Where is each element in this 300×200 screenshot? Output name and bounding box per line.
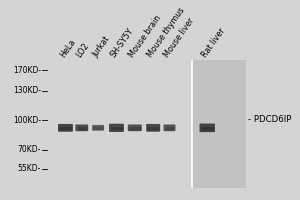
Text: 55KD-: 55KD- [18,164,41,173]
Bar [130,127,140,129]
FancyBboxPatch shape [128,125,141,131]
Bar [94,127,102,128]
Text: 130KD-: 130KD- [13,86,41,95]
Bar [166,127,173,129]
Text: Mouse liver: Mouse liver [162,16,196,59]
FancyBboxPatch shape [110,124,123,131]
Text: 100KD-: 100KD- [13,116,41,125]
FancyBboxPatch shape [76,125,88,131]
Text: SH-SY5Y: SH-SY5Y [109,26,136,59]
Text: - PDCD6IP: - PDCD6IP [248,115,291,124]
FancyBboxPatch shape [164,125,175,131]
Text: HeLa: HeLa [58,37,77,59]
FancyBboxPatch shape [59,125,72,131]
Text: Mouse brain: Mouse brain [128,13,163,59]
Text: Mouse thymus: Mouse thymus [146,6,187,59]
FancyBboxPatch shape [200,124,214,131]
Bar [192,60,246,188]
Text: 70KD-: 70KD- [18,145,41,154]
FancyBboxPatch shape [93,126,104,130]
Text: 170KD-: 170KD- [13,66,41,75]
Text: LO2: LO2 [74,41,91,59]
Text: Jurkat: Jurkat [91,34,112,59]
Text: Rat liver: Rat liver [200,26,226,59]
Bar [148,127,158,129]
Bar [111,127,122,129]
FancyBboxPatch shape [147,125,160,131]
Bar [60,127,70,129]
Bar [202,127,212,129]
Bar [77,127,86,129]
